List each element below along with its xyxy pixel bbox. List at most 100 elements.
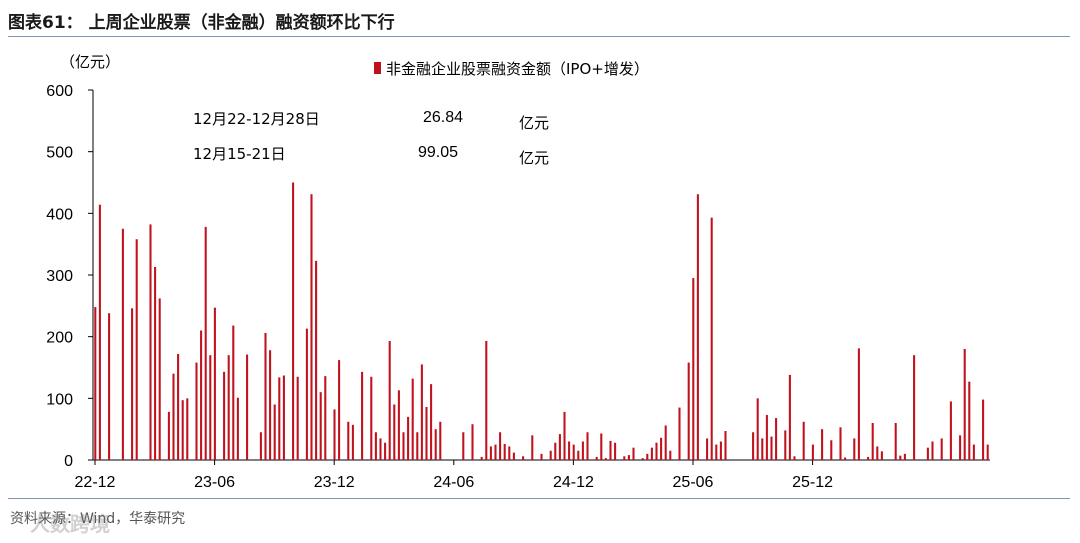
bar <box>384 442 387 460</box>
bar <box>269 350 272 460</box>
bar <box>793 456 796 460</box>
bar <box>770 436 773 460</box>
bar <box>121 228 124 460</box>
bar <box>752 432 755 460</box>
bar <box>154 266 157 460</box>
bar <box>595 456 598 460</box>
bar <box>338 360 341 460</box>
bar <box>232 325 235 460</box>
bar <box>411 378 414 460</box>
bar <box>880 451 883 460</box>
bar <box>402 432 405 460</box>
x-tick-label: 23-06 <box>194 474 235 491</box>
bar <box>609 440 612 460</box>
bar <box>761 438 764 460</box>
bar <box>531 435 534 460</box>
bar <box>986 444 989 460</box>
bar <box>167 411 170 460</box>
bar <box>756 398 759 460</box>
bar <box>98 204 101 460</box>
y-tick-label: 200 <box>46 330 73 347</box>
bar <box>811 444 814 460</box>
bar <box>508 446 511 460</box>
bar <box>765 414 768 460</box>
y-tick-label: 600 <box>46 83 73 100</box>
bar <box>333 409 336 460</box>
bar <box>131 308 134 460</box>
bar <box>480 456 483 460</box>
bar <box>324 376 327 460</box>
bar <box>351 424 354 460</box>
annotation-unit: 亿元 <box>519 114 549 132</box>
bar <box>669 450 672 460</box>
bar <box>393 404 396 460</box>
bar <box>227 355 230 460</box>
bar <box>397 390 400 460</box>
bar <box>660 437 663 460</box>
bar <box>347 421 350 460</box>
bar <box>296 376 299 460</box>
bar <box>903 453 906 460</box>
annotation-block: 12月22-12月28日 26.84 亿元 12月15-21日 99.05 亿元 <box>193 109 549 167</box>
bar <box>177 353 180 460</box>
bar <box>494 444 497 460</box>
bar <box>706 438 709 460</box>
bar <box>223 371 226 460</box>
bar <box>724 431 727 460</box>
bar <box>489 446 492 460</box>
bar <box>236 397 239 460</box>
bar <box>425 406 428 460</box>
bar <box>577 450 580 460</box>
bar <box>623 456 626 460</box>
bar <box>572 444 575 460</box>
bar <box>931 441 934 460</box>
bar <box>361 371 364 460</box>
bar <box>379 438 382 460</box>
bar <box>949 401 952 460</box>
bar <box>972 444 975 460</box>
bar <box>94 307 97 460</box>
bar <box>462 432 465 460</box>
x-tick-label: 25-12 <box>792 474 833 491</box>
bar <box>273 404 276 460</box>
x-axis: 22-12 23-06 23-12 24-06 24-12 25-06 25-12 <box>75 459 990 491</box>
bar <box>871 423 874 460</box>
bar <box>282 375 285 460</box>
bar <box>209 355 212 460</box>
x-tick-label: 24-12 <box>553 474 594 491</box>
bar-series <box>94 182 989 460</box>
bar <box>471 424 474 460</box>
bar <box>246 354 249 460</box>
bar <box>913 355 916 460</box>
bar <box>641 458 644 460</box>
bar <box>632 447 635 460</box>
bar <box>940 438 943 460</box>
annotation-value: 99.05 <box>418 144 458 161</box>
bar <box>558 434 561 460</box>
bar <box>439 421 442 460</box>
bar <box>499 432 502 460</box>
bar <box>370 376 373 460</box>
legend-swatch <box>374 62 381 74</box>
bar <box>181 400 184 460</box>
bar <box>549 450 552 460</box>
bar <box>586 432 589 460</box>
bar <box>430 384 433 460</box>
bar <box>664 425 667 460</box>
bar <box>839 427 842 460</box>
y-axis-unit-label: （亿元） <box>60 53 120 71</box>
annotation-unit: 亿元 <box>519 149 549 167</box>
bar <box>655 442 658 460</box>
bar <box>926 447 929 460</box>
bar <box>554 442 557 460</box>
watermark: 人数跨境 <box>30 512 110 536</box>
y-axis: 0 100 200 300 400 500 600 <box>46 83 94 470</box>
source-note: 资料来源：Wind，华泰研究 <box>10 511 186 527</box>
bar <box>374 432 377 460</box>
bar <box>522 456 525 460</box>
bar <box>315 260 318 460</box>
bar <box>959 435 962 460</box>
bar <box>512 452 515 460</box>
bar <box>407 416 410 460</box>
bar <box>853 438 856 460</box>
